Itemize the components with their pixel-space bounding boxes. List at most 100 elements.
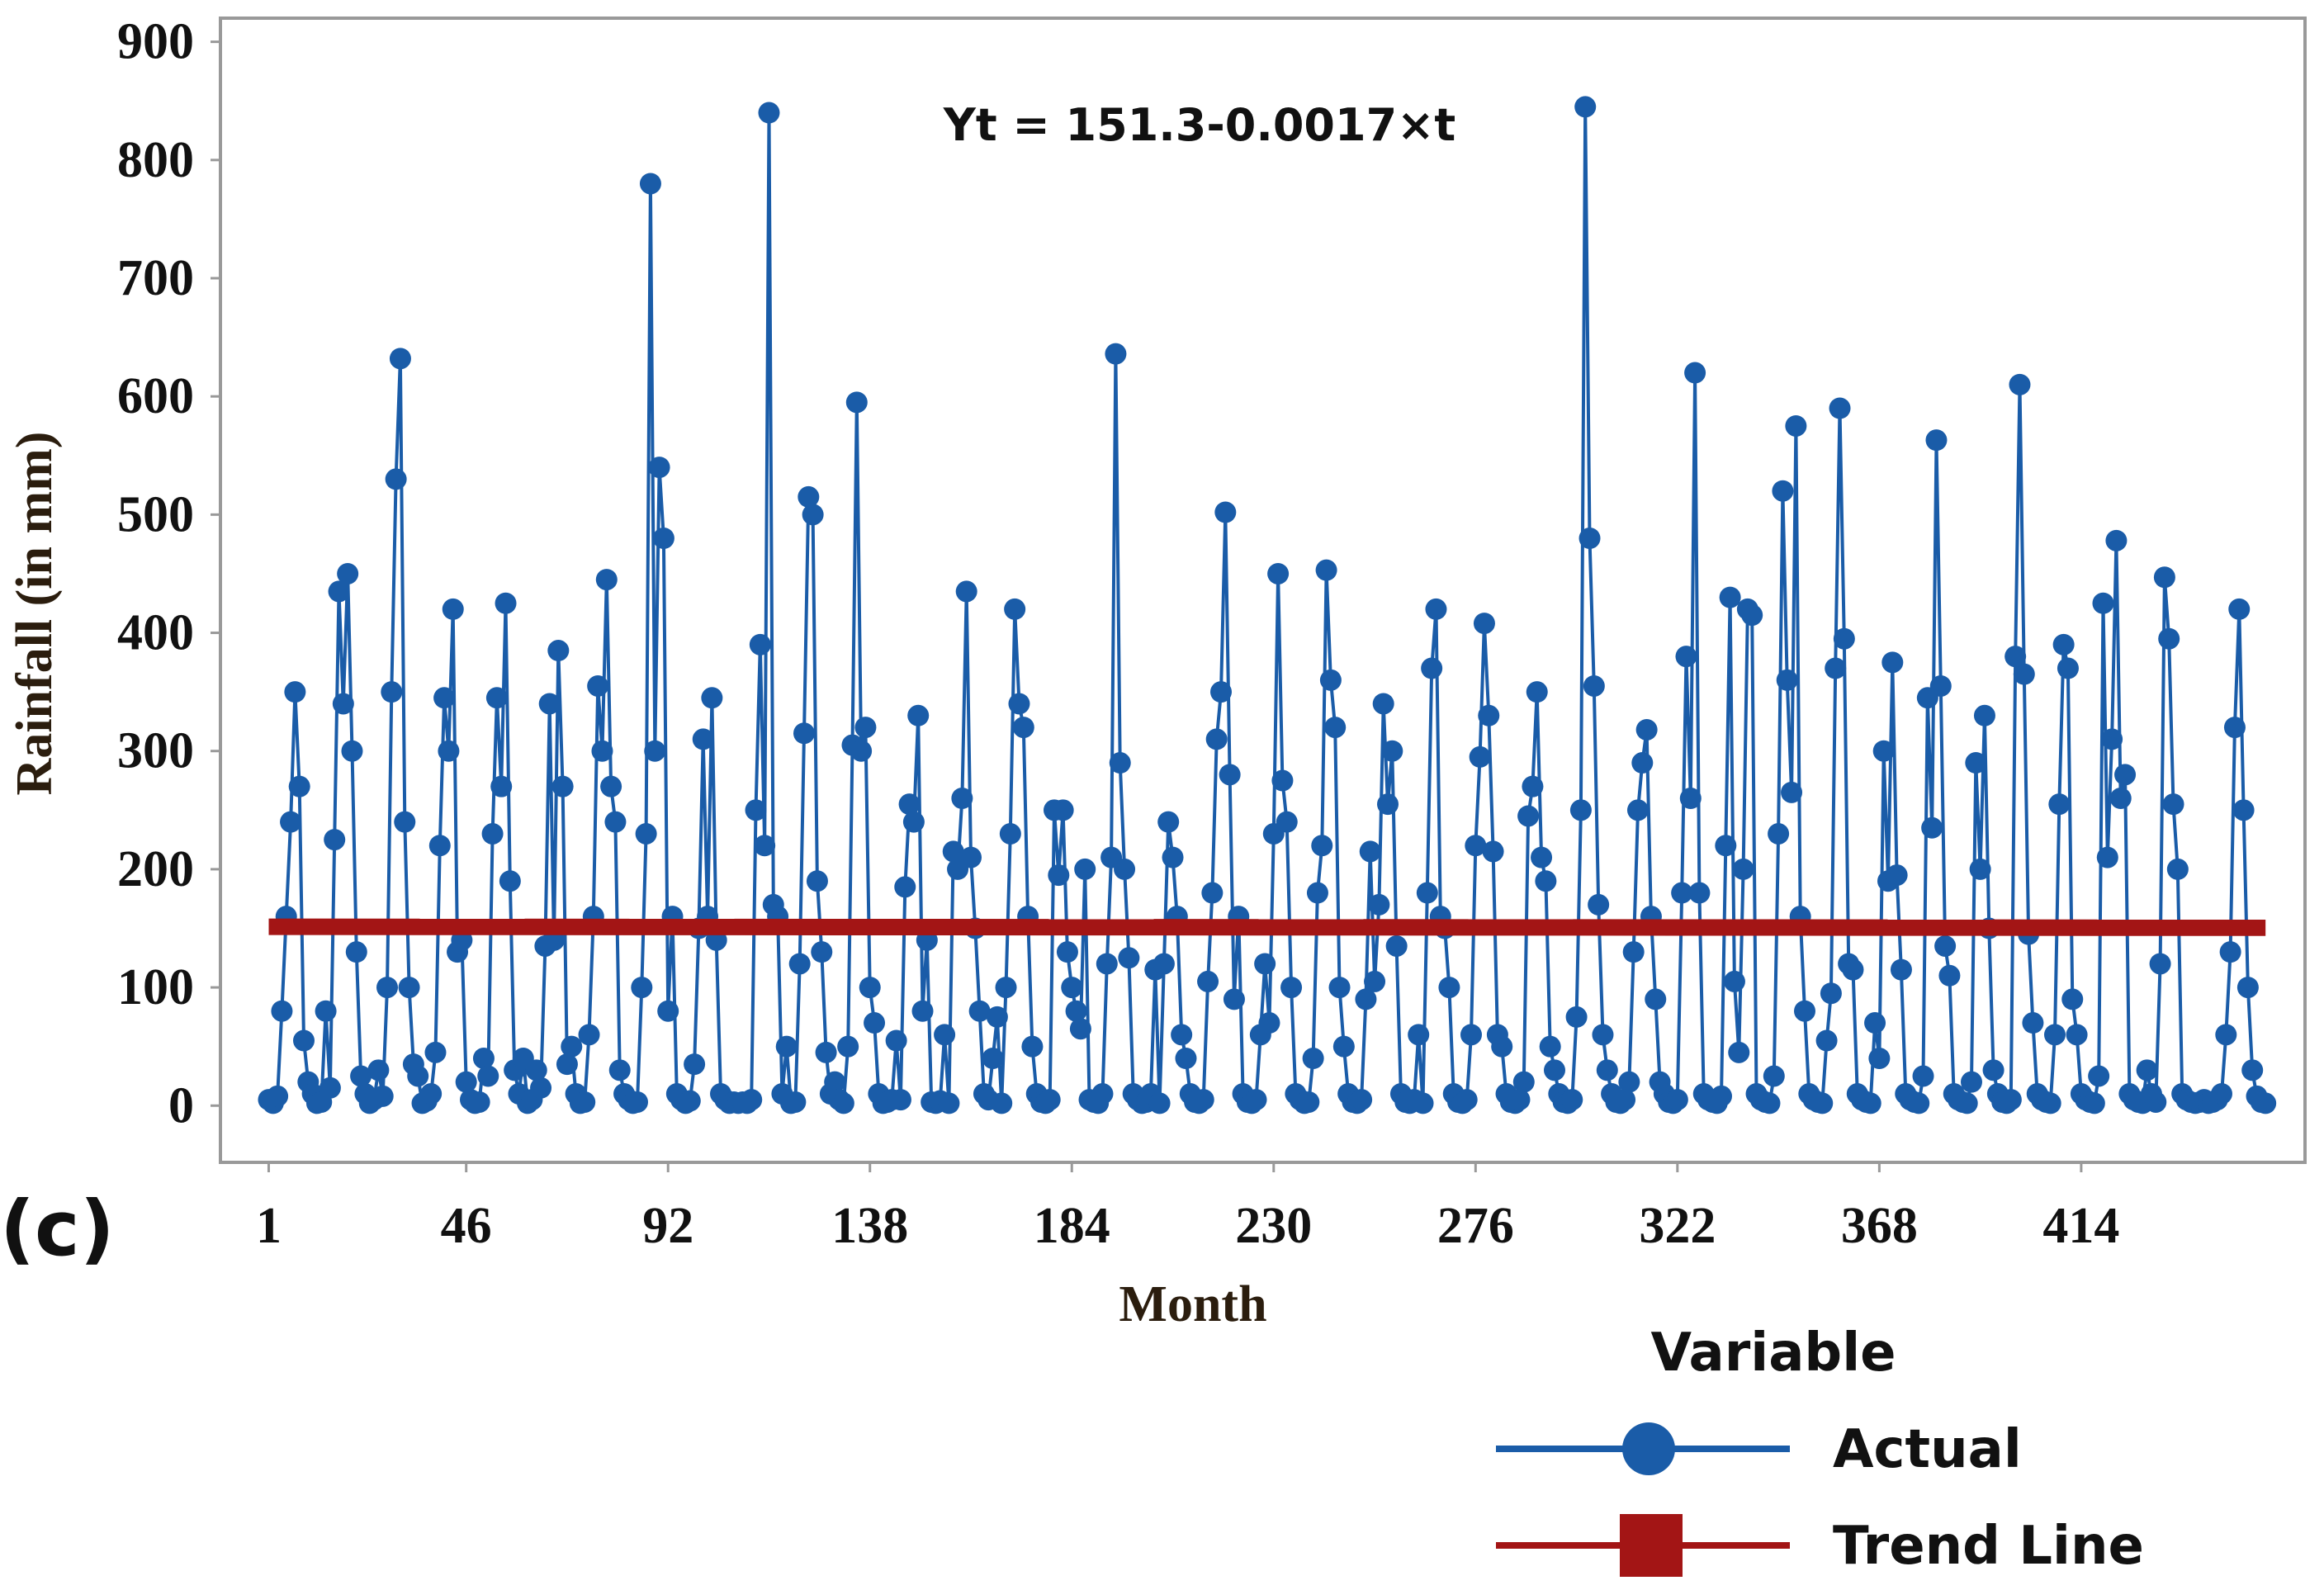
data-point	[1201, 882, 1224, 904]
data-point	[1355, 988, 1377, 1010]
data-point	[315, 1000, 337, 1022]
x-tick-label: 230	[1235, 1198, 1312, 1254]
data-point	[652, 528, 674, 549]
data-point	[1298, 1091, 1320, 1113]
data-point	[1004, 598, 1026, 620]
data-point	[604, 811, 627, 833]
data-point	[420, 1082, 443, 1105]
data-point	[1460, 1024, 1482, 1046]
data-point	[293, 1029, 315, 1052]
data-point	[1319, 669, 1342, 691]
data-point	[1859, 1092, 1881, 1114]
data-point	[2022, 1012, 2044, 1034]
data-point	[1069, 1018, 1091, 1040]
data-point	[428, 835, 451, 857]
data-point	[495, 592, 517, 614]
data-point	[1574, 96, 1597, 118]
data-point	[1223, 988, 1245, 1010]
data-point	[1157, 811, 1180, 833]
x-tick-label: 276	[1437, 1198, 1514, 1254]
data-point	[608, 1059, 631, 1081]
data-point	[1517, 805, 1540, 827]
data-point	[332, 693, 354, 715]
data-point	[1061, 977, 1083, 999]
annotation: Yt = 151.3-0.0017×t	[943, 99, 1455, 151]
data-point	[578, 1024, 600, 1046]
data-point	[485, 687, 508, 709]
data-point	[1618, 1071, 1640, 1093]
data-point	[1829, 397, 1851, 419]
data-point	[1311, 835, 1333, 857]
data-point	[1118, 947, 1140, 969]
data-point	[1768, 822, 1790, 845]
data-point	[350, 1065, 372, 1087]
y-tick-label: 600	[117, 368, 194, 424]
data-point	[798, 485, 820, 508]
data-point	[271, 1000, 293, 1022]
data-point	[1332, 1035, 1355, 1058]
trend-line	[268, 918, 2266, 936]
data-point	[850, 740, 873, 762]
data-point	[1719, 586, 1741, 608]
data-point	[1908, 1092, 1930, 1114]
data-point	[1763, 1065, 1785, 1087]
data-point	[745, 799, 767, 821]
data-point	[995, 977, 1017, 999]
data-point	[556, 1053, 578, 1076]
data-point	[394, 811, 416, 833]
data-point	[1825, 657, 1847, 679]
data-point	[341, 740, 363, 762]
data-point	[806, 870, 828, 892]
data-point	[859, 977, 881, 999]
y-tick-label: 300	[117, 723, 194, 779]
data-point	[889, 1089, 911, 1111]
data-point	[1254, 953, 1276, 975]
data-point	[376, 977, 398, 999]
data-point	[1579, 528, 1601, 549]
data-point	[328, 580, 350, 603]
data-point	[284, 681, 306, 703]
data-point	[793, 722, 815, 745]
data-point	[1421, 657, 1443, 679]
data-point	[1723, 970, 1745, 992]
data-point	[1364, 970, 1386, 992]
data-point	[1631, 752, 1654, 774]
y-tick-label: 0	[168, 1077, 194, 1133]
data-point	[631, 977, 653, 999]
data-point	[1469, 745, 1491, 768]
data-point	[1635, 718, 1658, 741]
data-point	[684, 1053, 706, 1076]
data-point	[1052, 799, 1074, 821]
data-point	[644, 740, 666, 762]
data-point	[1776, 669, 1798, 691]
legend-label: Trend Line	[1833, 1516, 2144, 1577]
data-point	[2236, 977, 2259, 999]
data-point	[701, 687, 723, 709]
data-point	[2223, 717, 2246, 739]
data-point	[648, 457, 670, 479]
data-point	[784, 1091, 807, 1113]
data-point	[902, 811, 925, 833]
data-point	[1105, 343, 1127, 365]
data-point	[749, 633, 771, 655]
legend-label: Actual	[1833, 1419, 2022, 1480]
data-point	[2166, 858, 2189, 880]
data-point	[955, 580, 977, 603]
data-point	[1912, 1065, 1934, 1087]
data-point	[2052, 633, 2075, 655]
data-point	[1982, 1059, 2005, 1081]
data-point	[1684, 362, 1706, 384]
data-point	[372, 1085, 394, 1107]
data-point	[1679, 788, 1702, 809]
data-point	[1535, 870, 1557, 892]
x-tick-label: 138	[831, 1198, 908, 1254]
y-tick-label: 700	[117, 250, 194, 306]
data-point	[1522, 775, 1544, 797]
data-point	[1772, 480, 1794, 502]
data-point	[1315, 559, 1337, 581]
data-point	[2241, 1059, 2264, 1081]
data-point	[1741, 604, 1763, 627]
data-point	[934, 1024, 956, 1046]
data-point	[591, 740, 613, 762]
